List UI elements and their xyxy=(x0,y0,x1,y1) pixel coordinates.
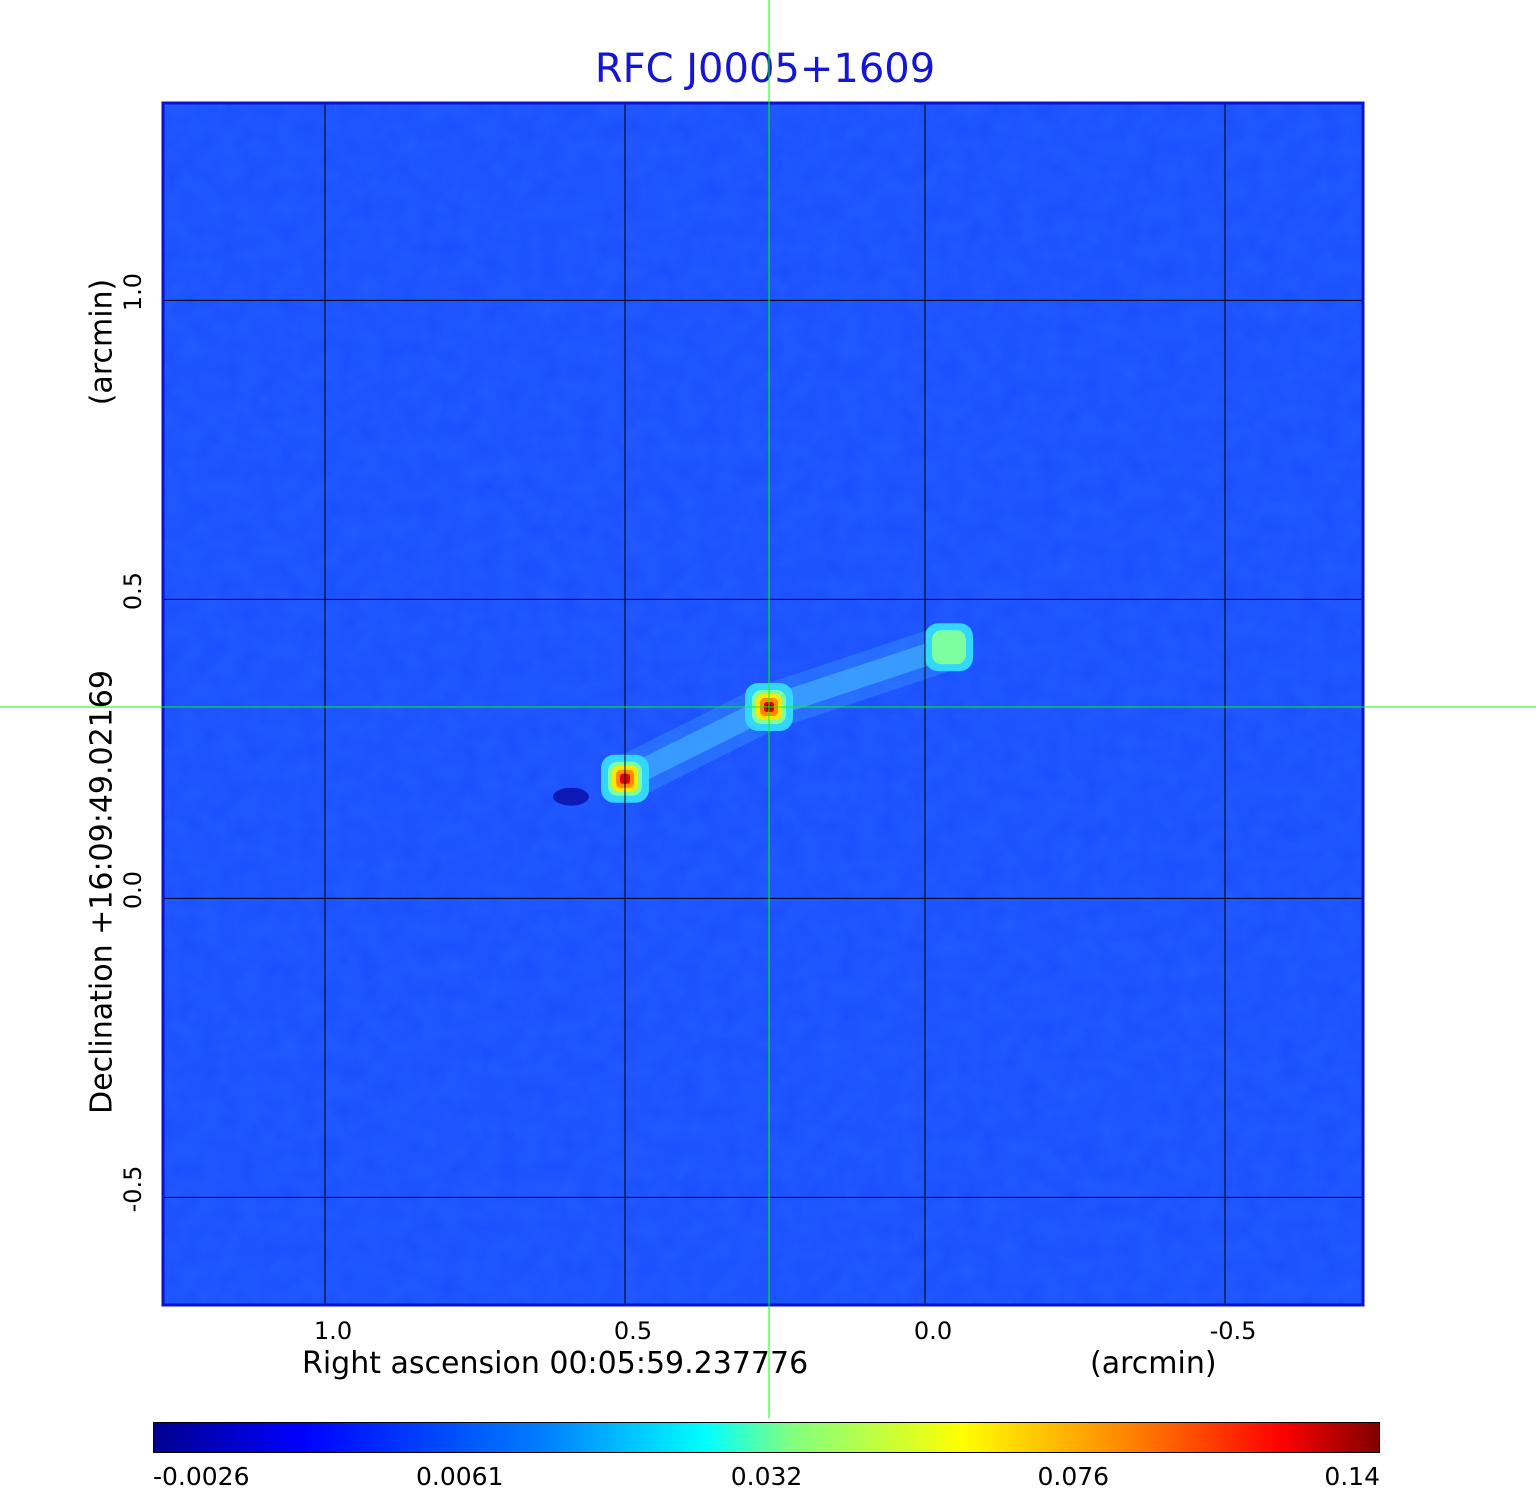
image-layer xyxy=(163,103,1363,1305)
y-axis-label: Declination +16:09:49.02169 xyxy=(84,670,120,1114)
y-tick-label: 1.0 xyxy=(119,273,147,312)
colorbar-tick-label: 0.076 xyxy=(1037,1462,1110,1491)
colorbar-tick-label: 0.0061 xyxy=(416,1462,504,1491)
colorbar xyxy=(153,1422,1380,1453)
chart-title: RFC J0005+1609 xyxy=(594,46,936,92)
x-axis-label: Right ascension 00:05:59.237776 xyxy=(302,1346,809,1381)
x-tick-label: 1.0 xyxy=(313,1317,353,1345)
grid-layer xyxy=(161,101,1365,1307)
y-tick-label: 0.0 xyxy=(119,871,147,910)
x-axis-unit: (arcmin) xyxy=(1090,1346,1217,1381)
y-tick-label: -0.5 xyxy=(119,1165,147,1213)
y-tick-label: 0.5 xyxy=(119,572,147,611)
crosshair-layer xyxy=(0,0,1536,1418)
colorbar-tick-label: -0.0026 xyxy=(153,1462,250,1491)
x-tick-label: -0.5 xyxy=(1209,1317,1257,1345)
source-2-level-1 xyxy=(932,630,966,665)
x-tick-label: 0.0 xyxy=(913,1317,953,1345)
y-axis-unit: (arcmin) xyxy=(84,278,120,406)
colorbar-tick-label: 0.14 xyxy=(1324,1462,1380,1491)
x-tick-label: 0.5 xyxy=(613,1317,653,1345)
colorbar-tick-label: 0.032 xyxy=(730,1462,803,1491)
plot-frame xyxy=(161,101,1365,1307)
negative-spot xyxy=(553,787,589,806)
